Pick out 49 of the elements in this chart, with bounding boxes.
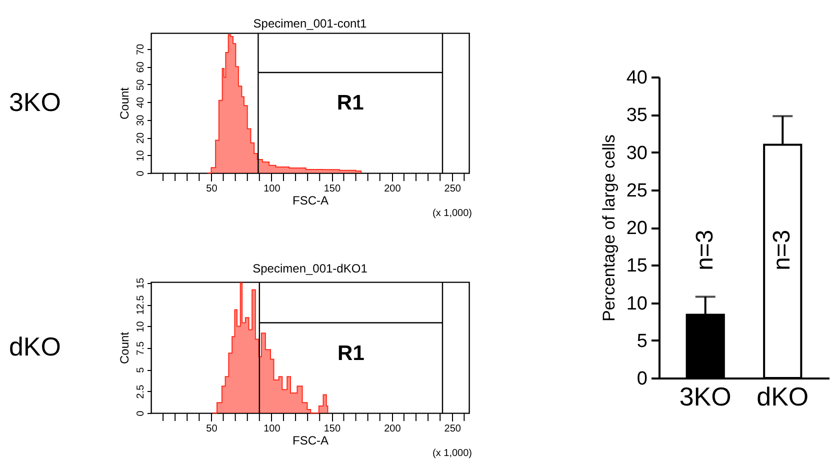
y-tick-label: 35 <box>626 105 648 126</box>
x-tick-label: 200 <box>384 184 402 194</box>
y-tick-label: 0 <box>636 368 648 390</box>
ref-line-label: R1 <box>336 92 364 115</box>
y-tick-label: 25 <box>626 180 648 202</box>
y-axis-title: Percentage of large cells <box>599 134 618 322</box>
y-tick-label: 15 <box>626 256 648 277</box>
x-tick-label: 250 <box>444 184 462 194</box>
text: dKO <box>8 332 61 362</box>
y-tick-label: 0 <box>136 170 146 176</box>
y-tick-label: 40 <box>136 96 146 108</box>
y-tick-label: 60 <box>136 61 146 73</box>
x-tick-label: 50 <box>206 424 218 434</box>
y-tick-label: 12.5 <box>136 294 146 315</box>
chart-title: Specimen_001-cont1 <box>253 16 368 30</box>
y-tick-label: 5 <box>636 330 648 352</box>
x-tick-label: 50 <box>206 184 218 194</box>
y-tick-label: 10 <box>626 293 648 314</box>
text: (x 1,000) <box>432 208 472 219</box>
chart-title: Specimen_001-dKO1 <box>252 261 368 276</box>
x-tick-label: 250 <box>444 424 462 434</box>
x-axis-title: FSC-A <box>292 434 328 448</box>
x-tick-label: 200 <box>384 424 402 434</box>
y-tick-label: 40 <box>626 68 648 88</box>
y-tick-label: 30 <box>626 142 648 164</box>
text: 3KO <box>8 87 61 117</box>
y-tick-label: 50 <box>136 78 146 90</box>
x-axis-title: FSC-A <box>292 194 328 208</box>
annotation: n=3 <box>691 230 718 270</box>
y-tick-label: 15 <box>136 277 146 289</box>
annotation: n=3 <box>768 230 796 270</box>
y-tick-label: 30 <box>136 114 146 126</box>
text: (x 1,000) <box>432 448 472 459</box>
y-tick-label: 20 <box>136 132 146 144</box>
y-tick-label: 7.5 <box>136 341 146 356</box>
ref-line-label: R1 <box>338 342 365 365</box>
x-tick-label: 100 <box>264 424 281 434</box>
x-tick-label: 150 <box>324 184 341 194</box>
y-tick-label: 20 <box>626 218 648 239</box>
y-axis-title: Count <box>118 86 132 120</box>
x-tick-label: 100 <box>264 184 281 194</box>
y-tick-label: 0 <box>136 410 146 416</box>
y-tick-label: 10 <box>136 150 146 162</box>
x-tick-label: 150 <box>324 424 341 434</box>
y-tick-label: 5 <box>136 366 146 373</box>
y-tick-label: 70 <box>136 43 146 56</box>
y-tick-label: 10 <box>136 320 146 332</box>
y-axis-title: Count <box>118 331 132 364</box>
y-tick-label: 2.5 <box>136 384 146 399</box>
